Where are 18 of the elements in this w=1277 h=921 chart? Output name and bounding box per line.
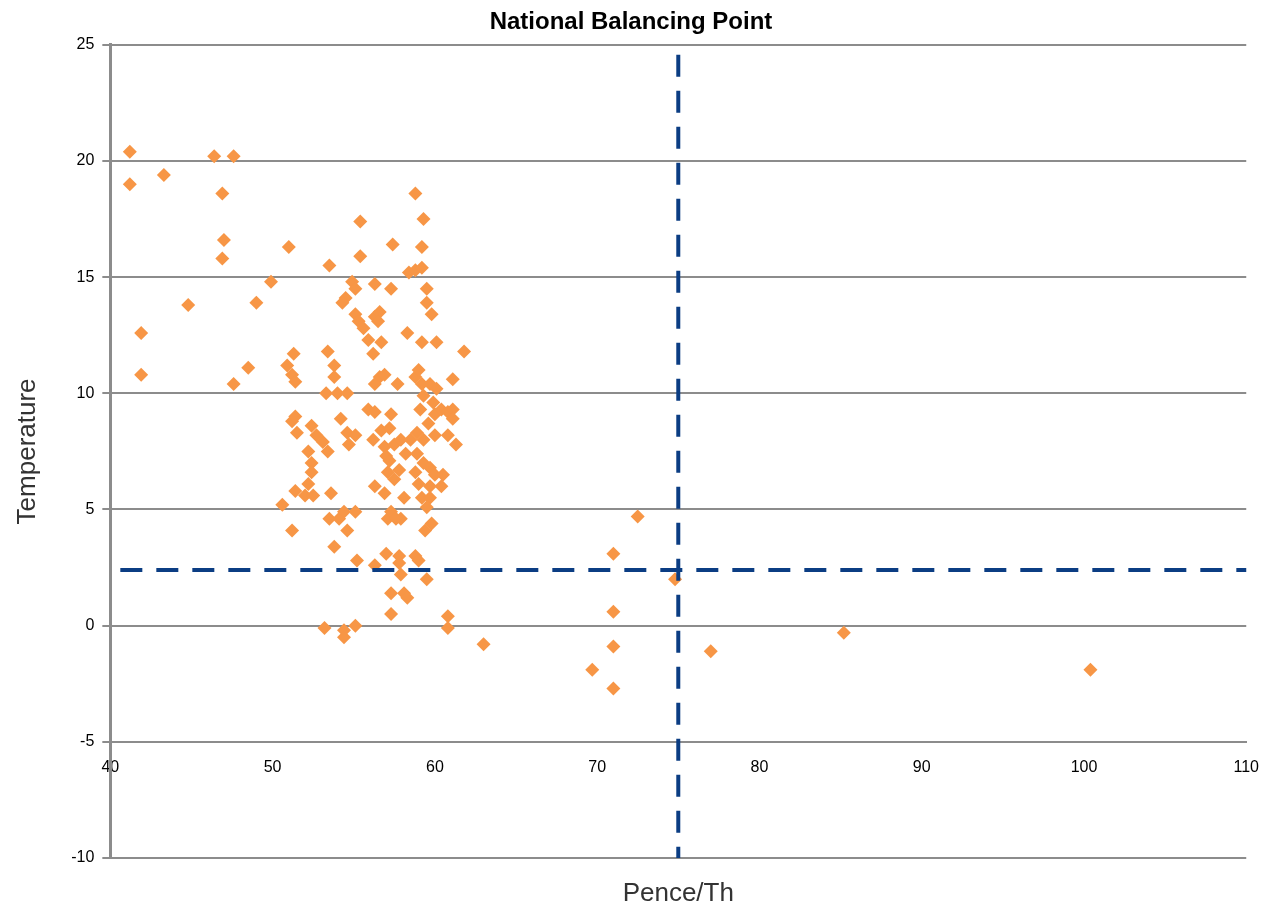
x-tick-label: 90: [912, 757, 931, 775]
y-tick-label: 10: [76, 383, 95, 401]
x-tick-label: 100: [1070, 757, 1098, 775]
x-axis-title: Pence/Th: [622, 877, 734, 908]
y-tick-label: 0: [85, 616, 95, 634]
x-tick-label: 110: [1233, 757, 1260, 775]
y-tick-label: 25: [76, 35, 95, 53]
y-tick-label: 20: [76, 151, 95, 169]
y-tick-label: 5: [85, 499, 95, 517]
x-tick-label: 80: [750, 757, 769, 775]
x-tick-label: 60: [425, 757, 444, 775]
chart-title: National Balancing Point: [489, 7, 773, 35]
y-tick-label: 15: [76, 267, 95, 285]
y-tick-label: -5: [80, 732, 95, 750]
x-tick-label: 70: [588, 757, 607, 775]
y-tick-label: -10: [71, 848, 95, 866]
y-axis-title: Temperature: [10, 378, 41, 525]
x-tick-label: 50: [263, 757, 282, 775]
